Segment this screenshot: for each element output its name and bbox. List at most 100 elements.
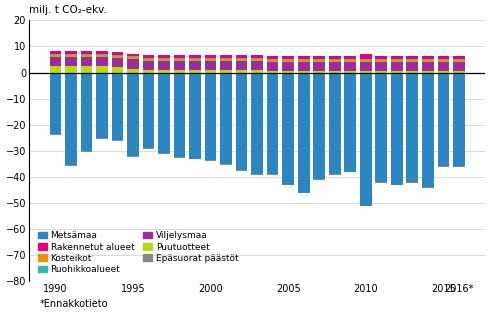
Bar: [267, 62, 278, 71]
Bar: [391, 59, 403, 60]
Bar: [329, 60, 341, 62]
Bar: [65, 66, 77, 72]
Bar: [267, 174, 278, 175]
Bar: [422, 62, 434, 71]
Bar: [189, 61, 201, 70]
Bar: [81, 66, 92, 72]
Bar: [174, 157, 186, 158]
Bar: [329, 59, 341, 60]
Bar: [376, 182, 387, 183]
Bar: [453, 71, 464, 72]
Bar: [298, 56, 309, 59]
Bar: [376, 59, 387, 60]
Bar: [220, 164, 232, 165]
Bar: [267, 56, 278, 59]
Bar: [313, 59, 325, 60]
Bar: [313, 62, 325, 71]
Bar: [453, 60, 464, 62]
Bar: [344, 72, 356, 172]
Bar: [422, 187, 434, 188]
Bar: [298, 59, 309, 60]
Bar: [236, 59, 247, 61]
Bar: [205, 61, 217, 70]
Bar: [360, 72, 372, 206]
Bar: [111, 56, 123, 58]
Text: *Ennakkotieto: *Ennakkotieto: [39, 299, 108, 309]
Bar: [329, 174, 341, 175]
Bar: [329, 56, 341, 59]
Bar: [158, 72, 170, 154]
Bar: [236, 58, 247, 59]
Bar: [65, 51, 77, 54]
Text: milj. t CO₂-ekv.: milj. t CO₂-ekv.: [29, 5, 107, 15]
Bar: [422, 56, 434, 59]
Bar: [329, 62, 341, 71]
Bar: [174, 70, 186, 72]
Bar: [143, 59, 154, 61]
Bar: [407, 59, 418, 60]
Bar: [189, 55, 201, 58]
Bar: [174, 61, 186, 70]
Bar: [158, 61, 170, 70]
Bar: [143, 70, 154, 72]
Bar: [282, 72, 294, 185]
Bar: [360, 60, 372, 62]
Bar: [50, 57, 61, 66]
Bar: [251, 61, 263, 70]
Bar: [437, 71, 449, 72]
Bar: [127, 56, 139, 57]
Bar: [437, 166, 449, 167]
Bar: [437, 60, 449, 62]
Bar: [65, 165, 77, 166]
Bar: [205, 72, 217, 160]
Bar: [96, 51, 108, 54]
Bar: [313, 72, 325, 179]
Bar: [158, 59, 170, 61]
Bar: [220, 58, 232, 59]
Bar: [391, 60, 403, 62]
Bar: [407, 71, 418, 72]
Bar: [189, 70, 201, 72]
Bar: [407, 56, 418, 59]
Bar: [391, 56, 403, 59]
Bar: [205, 59, 217, 61]
Bar: [267, 59, 278, 60]
Bar: [251, 70, 263, 72]
Bar: [329, 71, 341, 72]
Bar: [220, 70, 232, 72]
Bar: [376, 71, 387, 72]
Bar: [282, 62, 294, 71]
Bar: [376, 56, 387, 59]
Bar: [143, 55, 154, 58]
Bar: [407, 72, 418, 182]
Bar: [81, 54, 92, 55]
Bar: [251, 174, 263, 175]
Bar: [220, 72, 232, 164]
Bar: [422, 72, 434, 187]
Bar: [236, 70, 247, 72]
Bar: [282, 60, 294, 62]
Bar: [344, 71, 356, 72]
Bar: [282, 59, 294, 60]
Bar: [220, 61, 232, 70]
Bar: [158, 55, 170, 58]
Bar: [236, 61, 247, 70]
Bar: [205, 58, 217, 59]
Bar: [50, 54, 61, 55]
Bar: [143, 58, 154, 59]
Bar: [81, 151, 92, 152]
Bar: [360, 54, 372, 59]
Bar: [143, 148, 154, 149]
Bar: [111, 67, 123, 72]
Bar: [96, 66, 108, 72]
Bar: [344, 62, 356, 71]
Bar: [267, 72, 278, 174]
Bar: [329, 72, 341, 174]
Bar: [251, 58, 263, 59]
Bar: [50, 51, 61, 54]
Bar: [111, 72, 123, 140]
Bar: [127, 57, 139, 60]
Bar: [391, 72, 403, 185]
Bar: [174, 58, 186, 59]
Bar: [437, 72, 449, 166]
